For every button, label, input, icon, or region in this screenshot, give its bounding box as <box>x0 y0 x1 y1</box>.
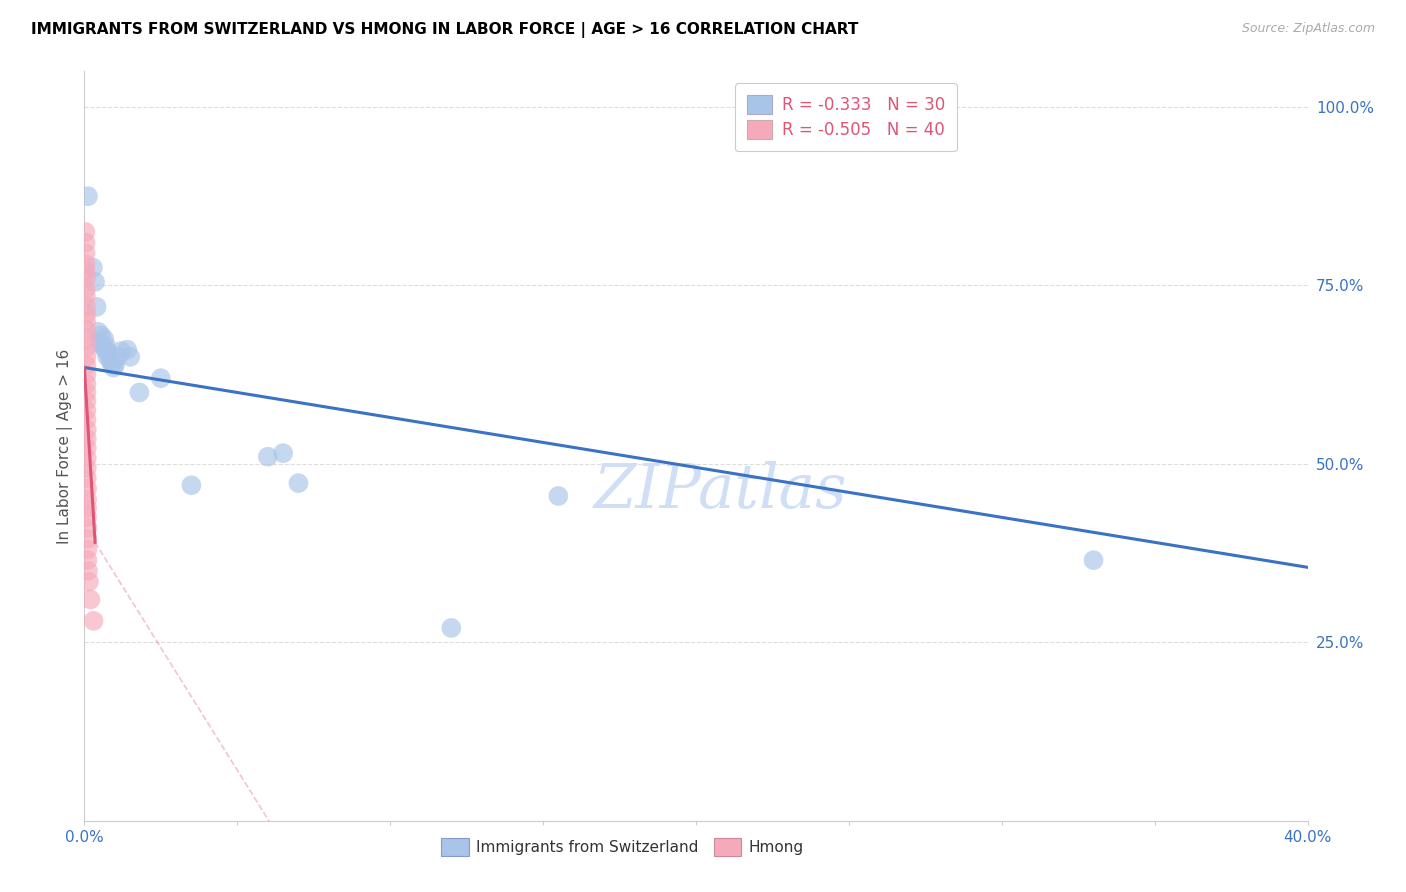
Point <box>76 423 98 437</box>
Point <box>86 300 108 314</box>
Point <box>75 300 97 314</box>
Point <box>76 501 98 516</box>
Point <box>93 332 115 346</box>
Point <box>76 451 98 466</box>
Point <box>96 350 118 364</box>
Point <box>257 450 280 464</box>
Point <box>76 359 98 373</box>
Point <box>76 532 98 546</box>
Point <box>76 521 98 535</box>
Point <box>115 343 138 357</box>
Point <box>107 350 129 364</box>
Point <box>75 235 97 250</box>
Point <box>76 385 98 400</box>
Point <box>75 225 97 239</box>
Point <box>91 339 114 353</box>
Point <box>76 542 98 557</box>
Point <box>149 371 172 385</box>
Point <box>77 564 100 578</box>
Point <box>75 246 97 260</box>
Point <box>287 476 309 491</box>
Point <box>103 360 125 375</box>
Point <box>75 314 97 328</box>
Point <box>84 275 107 289</box>
Text: IMMIGRANTS FROM SWITZERLAND VS HMONG IN LABOR FORCE | AGE > 16 CORRELATION CHART: IMMIGRANTS FROM SWITZERLAND VS HMONG IN … <box>31 22 858 38</box>
Point <box>101 357 124 371</box>
Point <box>76 332 98 346</box>
Point <box>75 323 97 337</box>
Point <box>76 403 98 417</box>
Point <box>128 385 150 400</box>
Point <box>76 368 98 382</box>
Point <box>440 621 463 635</box>
Point <box>83 614 105 628</box>
Point <box>180 478 202 492</box>
Point <box>120 350 142 364</box>
Y-axis label: In Labor Force | Age > 16: In Labor Force | Age > 16 <box>58 349 73 543</box>
Point <box>89 335 111 350</box>
Point <box>547 489 569 503</box>
Point <box>75 282 97 296</box>
Point <box>75 289 97 303</box>
Point <box>75 257 97 271</box>
Point <box>76 482 98 496</box>
Point <box>76 471 98 485</box>
Point <box>1083 553 1105 567</box>
Point <box>82 260 104 275</box>
Point <box>76 461 98 475</box>
Point <box>77 189 100 203</box>
Text: ZIPatlas: ZIPatlas <box>593 461 848 521</box>
Point <box>76 394 98 409</box>
Point <box>76 492 98 507</box>
Point <box>76 441 98 455</box>
Legend: Immigrants from Switzerland, Hmong: Immigrants from Switzerland, Hmong <box>434 832 810 862</box>
Point <box>76 432 98 446</box>
Point <box>76 376 98 391</box>
Point <box>75 271 97 285</box>
Point <box>104 359 127 373</box>
Point <box>94 343 117 357</box>
Point <box>87 325 110 339</box>
Point <box>96 339 118 353</box>
Point <box>97 346 120 360</box>
Point <box>75 307 97 321</box>
Point <box>90 328 112 343</box>
Point <box>76 510 98 524</box>
Point <box>76 553 98 567</box>
Point <box>98 353 121 368</box>
Point <box>76 341 98 355</box>
Point <box>76 350 98 364</box>
Point <box>79 592 101 607</box>
Point <box>75 264 97 278</box>
Point <box>76 412 98 426</box>
Text: Source: ZipAtlas.com: Source: ZipAtlas.com <box>1241 22 1375 36</box>
Point <box>110 344 132 359</box>
Point <box>271 446 294 460</box>
Point <box>77 574 100 589</box>
